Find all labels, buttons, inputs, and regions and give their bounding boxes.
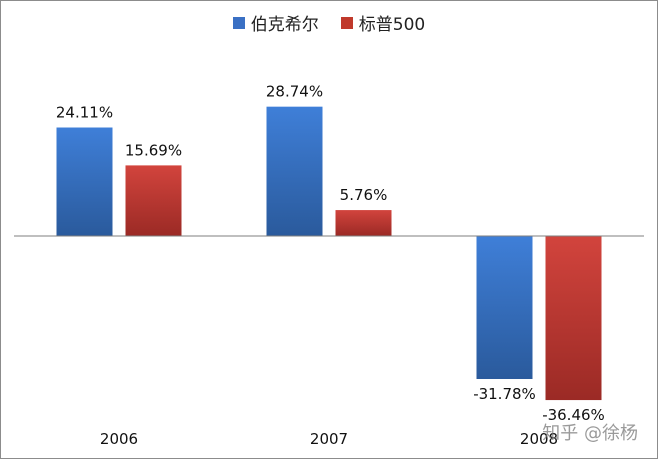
bar-sp500-2007 xyxy=(335,210,392,236)
data-labels-group: 24.11% 15.69% 28.74% 5.76% -31.78% -36.46% xyxy=(56,83,605,424)
data-label-berkshire-2006: 24.11% xyxy=(56,104,113,122)
category-label-2006: 2006 xyxy=(100,430,138,448)
data-label-sp500-2007: 5.76% xyxy=(340,186,388,204)
data-label-sp500-2006: 15.69% xyxy=(125,141,182,159)
legend-label-sp500: 标普500 xyxy=(358,15,426,35)
category-label-2007: 2007 xyxy=(310,430,348,448)
legend-label-berkshire: 伯克希尔 xyxy=(250,15,319,35)
legend: 伯克希尔 标普500 xyxy=(0,10,658,35)
data-label-berkshire-2007: 28.74% xyxy=(266,83,323,101)
bar-berkshire-2007 xyxy=(266,106,323,236)
bar-berkshire-2008 xyxy=(476,236,533,380)
data-label-sp500-2008: -36.46% xyxy=(542,406,605,424)
bars-group xyxy=(56,106,602,401)
legend-swatch-sp500 xyxy=(340,16,353,29)
data-label-berkshire-2008: -31.78% xyxy=(473,385,536,403)
bar-berkshire-2006 xyxy=(56,127,113,236)
legend-swatch-berkshire xyxy=(232,16,245,29)
legend-item-berkshire: 伯克希尔 xyxy=(232,10,319,35)
bar-sp500-2008 xyxy=(545,236,602,401)
legend-item-sp500: 标普500 xyxy=(340,10,426,35)
bar-sp500-2006 xyxy=(125,165,182,236)
category-labels-group: 2006 2007 2008 xyxy=(100,430,558,448)
watermark: 知乎 @徐杨 xyxy=(542,423,638,444)
category-label-2008: 2008 xyxy=(520,430,558,448)
